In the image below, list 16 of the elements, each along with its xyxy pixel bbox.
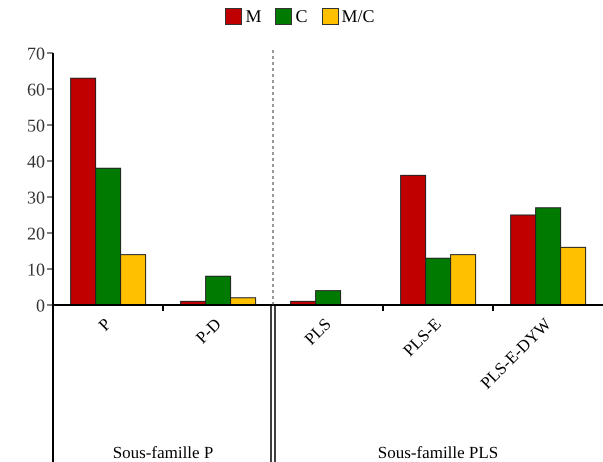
y-tick-label: 10 xyxy=(27,259,45,280)
x-tick-label: P xyxy=(94,314,115,335)
y-tick-label: 30 xyxy=(27,187,45,208)
y-tick-label: 50 xyxy=(27,115,45,136)
y-tick-label: 20 xyxy=(27,223,45,244)
legend-label: M xyxy=(244,6,262,27)
y-tick-label: 70 xyxy=(27,43,45,64)
y-tick-label: 0 xyxy=(36,295,45,316)
y-tick-label: 40 xyxy=(27,151,45,172)
legend-label: M/C xyxy=(340,6,375,27)
text: Sous-famille P xyxy=(112,443,214,462)
text: Sous-famille PLS xyxy=(378,443,498,462)
legend-label: C xyxy=(294,6,308,27)
y-tick-label: 60 xyxy=(27,79,45,100)
x-tick-label: P-D xyxy=(192,314,225,348)
x-tick-label: PLS xyxy=(300,314,335,349)
